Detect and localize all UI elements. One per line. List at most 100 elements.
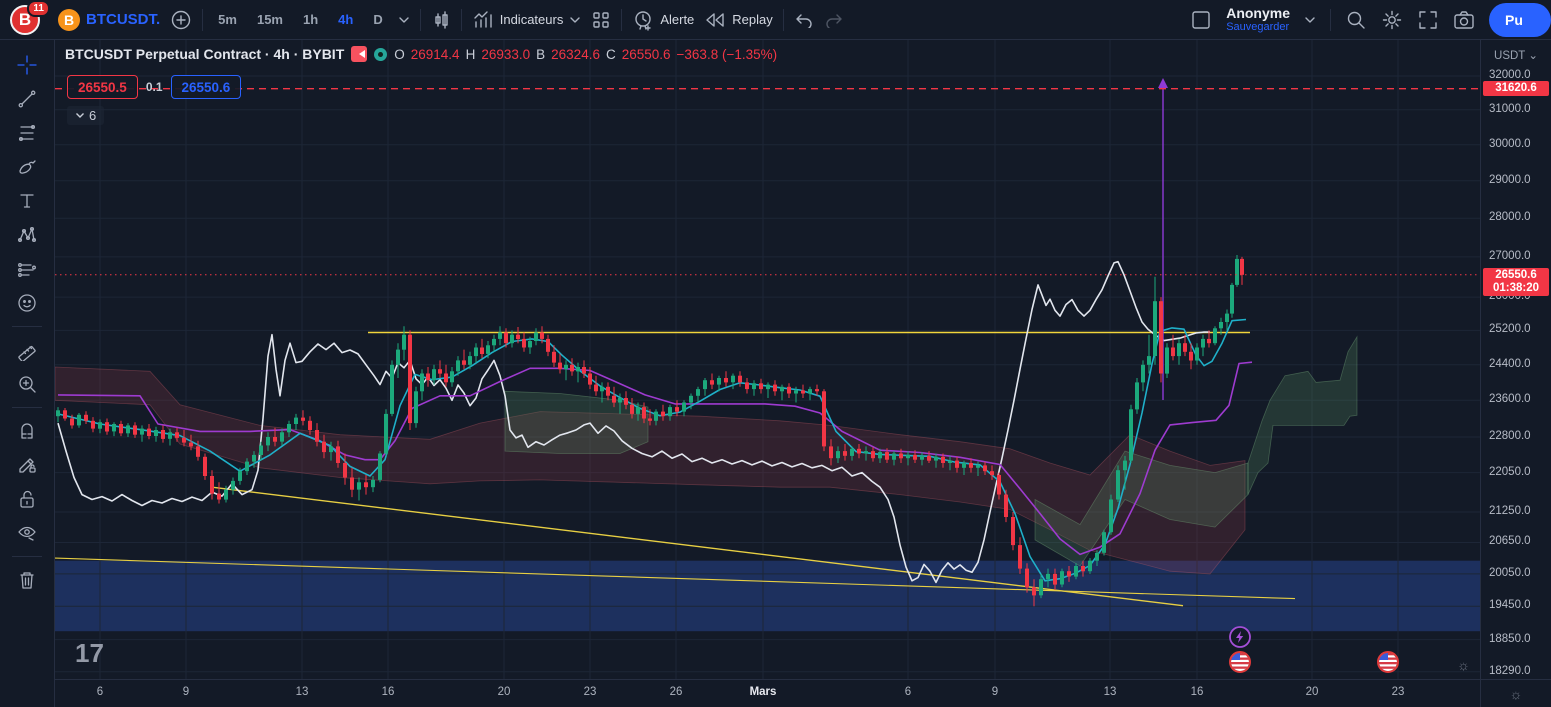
chevron-down-icon[interactable] [398,16,410,24]
compare-add-icon[interactable] [170,9,192,31]
top-toolbar: B 11 B BTCUSDT. 5m 15m 1h 4h D [0,0,1551,40]
drawing-mode-lock-tool[interactable] [8,448,46,482]
divider [460,8,462,31]
axis-corner[interactable]: ☼ [1480,679,1551,707]
settings-gear-icon[interactable] [1381,9,1403,31]
candles-series [56,255,1244,607]
drawing-toolbar [0,40,55,707]
save-layout-link[interactable]: Sauvegarder [1226,21,1290,34]
spread-value: 0.1 [145,80,163,94]
search-icon[interactable] [1345,9,1367,31]
chevron-down-icon[interactable] [1304,16,1316,24]
lightning-event-marker[interactable] [1229,626,1251,648]
divider [621,8,623,31]
time-tick: 23 [1391,686,1405,698]
bitcoin-icon: B [58,8,80,31]
timeframe-4h[interactable]: 4h [338,12,354,27]
undo-icon[interactable] [794,12,814,28]
price-tick: 28000.0 [1489,211,1531,224]
symbol-title[interactable]: BTCUSDT Perpetual Contract · 4h · BYBIT [65,46,345,62]
time-tick: 6 [96,686,104,698]
price-tick: 18290.0 [1489,664,1531,677]
chart-canvas[interactable]: 17 [55,40,1480,679]
kijun-line [57,361,1253,556]
time-tick: 6 [904,686,912,698]
redo-icon[interactable] [824,12,844,28]
price-tick: 22800.0 [1489,430,1531,442]
text-tool[interactable] [8,184,46,218]
replay-icon [704,12,726,28]
layout-icon[interactable] [1190,9,1212,31]
price-tick: 24400.0 [1489,357,1531,370]
timeframe-5m[interactable]: 5m [218,12,237,27]
app-logo[interactable]: B 11 [8,0,50,37]
open-key: O [394,46,405,62]
current-price-label[interactable]: 26550.6 01:38:20 [1483,267,1549,296]
alert-button[interactable]: Alerte [632,9,694,31]
crosshair-tool[interactable] [8,48,46,82]
remove-objects-tool[interactable] [8,563,46,597]
price-axis[interactable]: USDT ⌄ 32000.0 31000.0 30000.0 29000.0 28000… [1480,40,1551,679]
ichimoku-cloud-green [1034,450,1249,567]
price-tick: 19450.0 [1489,599,1531,612]
price-tick: 18850.0 [1489,632,1531,645]
price-axis-currency[interactable]: USDT ⌄ [1494,50,1538,62]
source-toggle-icon[interactable] [374,47,388,61]
us-flag-event-marker[interactable] [1229,651,1251,673]
time-tick: 9 [182,686,190,698]
time-tick: 16 [1190,686,1204,698]
magnet-tool[interactable] [8,414,46,448]
trendline-2 [55,557,1296,600]
trend-line-tool[interactable] [8,82,46,116]
chart-pane[interactable]: 17 BTCUSDT Perpetual Contract · 4h · BYB… [55,40,1480,679]
chart-style-icon[interactable] [431,10,451,30]
theme-sun-icon[interactable]: ☼ [1509,685,1523,702]
divider [419,8,421,31]
lock-all-drawings-tool[interactable] [8,482,46,516]
buy-button[interactable]: 26550.6 [170,75,242,99]
tradingview-watermark: 17 [75,638,104,668]
xabcd-pattern-tool[interactable] [8,218,46,252]
low-value: 26324.6 [551,46,600,62]
replay-button[interactable]: Replay [704,12,773,28]
timeframe-15m[interactable]: 15m [256,12,283,27]
indicators-collapse-chip[interactable]: 6 [67,106,105,125]
emoji-tool[interactable] [8,286,46,320]
pane-theme-sun-icon[interactable]: ☼ [1457,657,1470,673]
trendline-1 [211,486,1184,607]
change-value: −363.8 (−1.35%) [676,46,778,62]
indicators-label: Indicateurs [499,12,564,27]
timeframe-d[interactable]: D [373,12,383,27]
time-tick: 26 [669,686,683,698]
brush-tool[interactable] [8,150,46,184]
chart-legend: BTCUSDT Perpetual Contract · 4h · BYBIT … [65,46,777,62]
sell-button[interactable]: 26550.5 [67,75,138,99]
indicators-button[interactable]: Indicateurs [472,10,582,30]
bybit-logo-icon [351,46,368,62]
grid-layout-icon[interactable] [591,10,611,30]
snapshot-camera-icon[interactable] [1453,10,1475,30]
price-tick: 30000.0 [1489,137,1531,150]
price-tick: 22050.0 [1489,465,1531,478]
user-menu[interactable]: Anonyme Sauvegarder [1226,5,1290,34]
hide-drawings-tool[interactable] [8,516,46,550]
fib-retracement-tool[interactable] [8,116,46,150]
timeframe-1h[interactable]: 1h [303,12,319,27]
time-axis[interactable]: 6 9 13 16 20 23 26 Mars 6 9 13 16 20 23 [55,679,1480,707]
forecast-tool[interactable] [8,252,46,286]
us-flag-event-marker[interactable] [1377,651,1399,673]
symbol-switcher[interactable]: B BTCUSDT. [58,8,161,31]
publish-button[interactable]: Pu [1489,2,1551,37]
measure-ruler-tool[interactable] [8,333,46,367]
fullscreen-icon[interactable] [1417,9,1439,31]
alert-label: Alerte [660,12,695,27]
price-tick: 31000.0 [1489,102,1531,115]
zoom-in-tool[interactable] [8,367,46,401]
time-tick: Mars [749,686,777,698]
symbol-name[interactable]: BTCUSDT. [86,11,161,28]
notification-badge[interactable]: 11 [27,0,50,17]
price-tick: 25200.0 [1489,323,1531,336]
alert-price-label[interactable]: 31620.6 [1483,80,1549,96]
low-key: B [536,46,546,62]
time-tick: 20 [1305,686,1319,698]
